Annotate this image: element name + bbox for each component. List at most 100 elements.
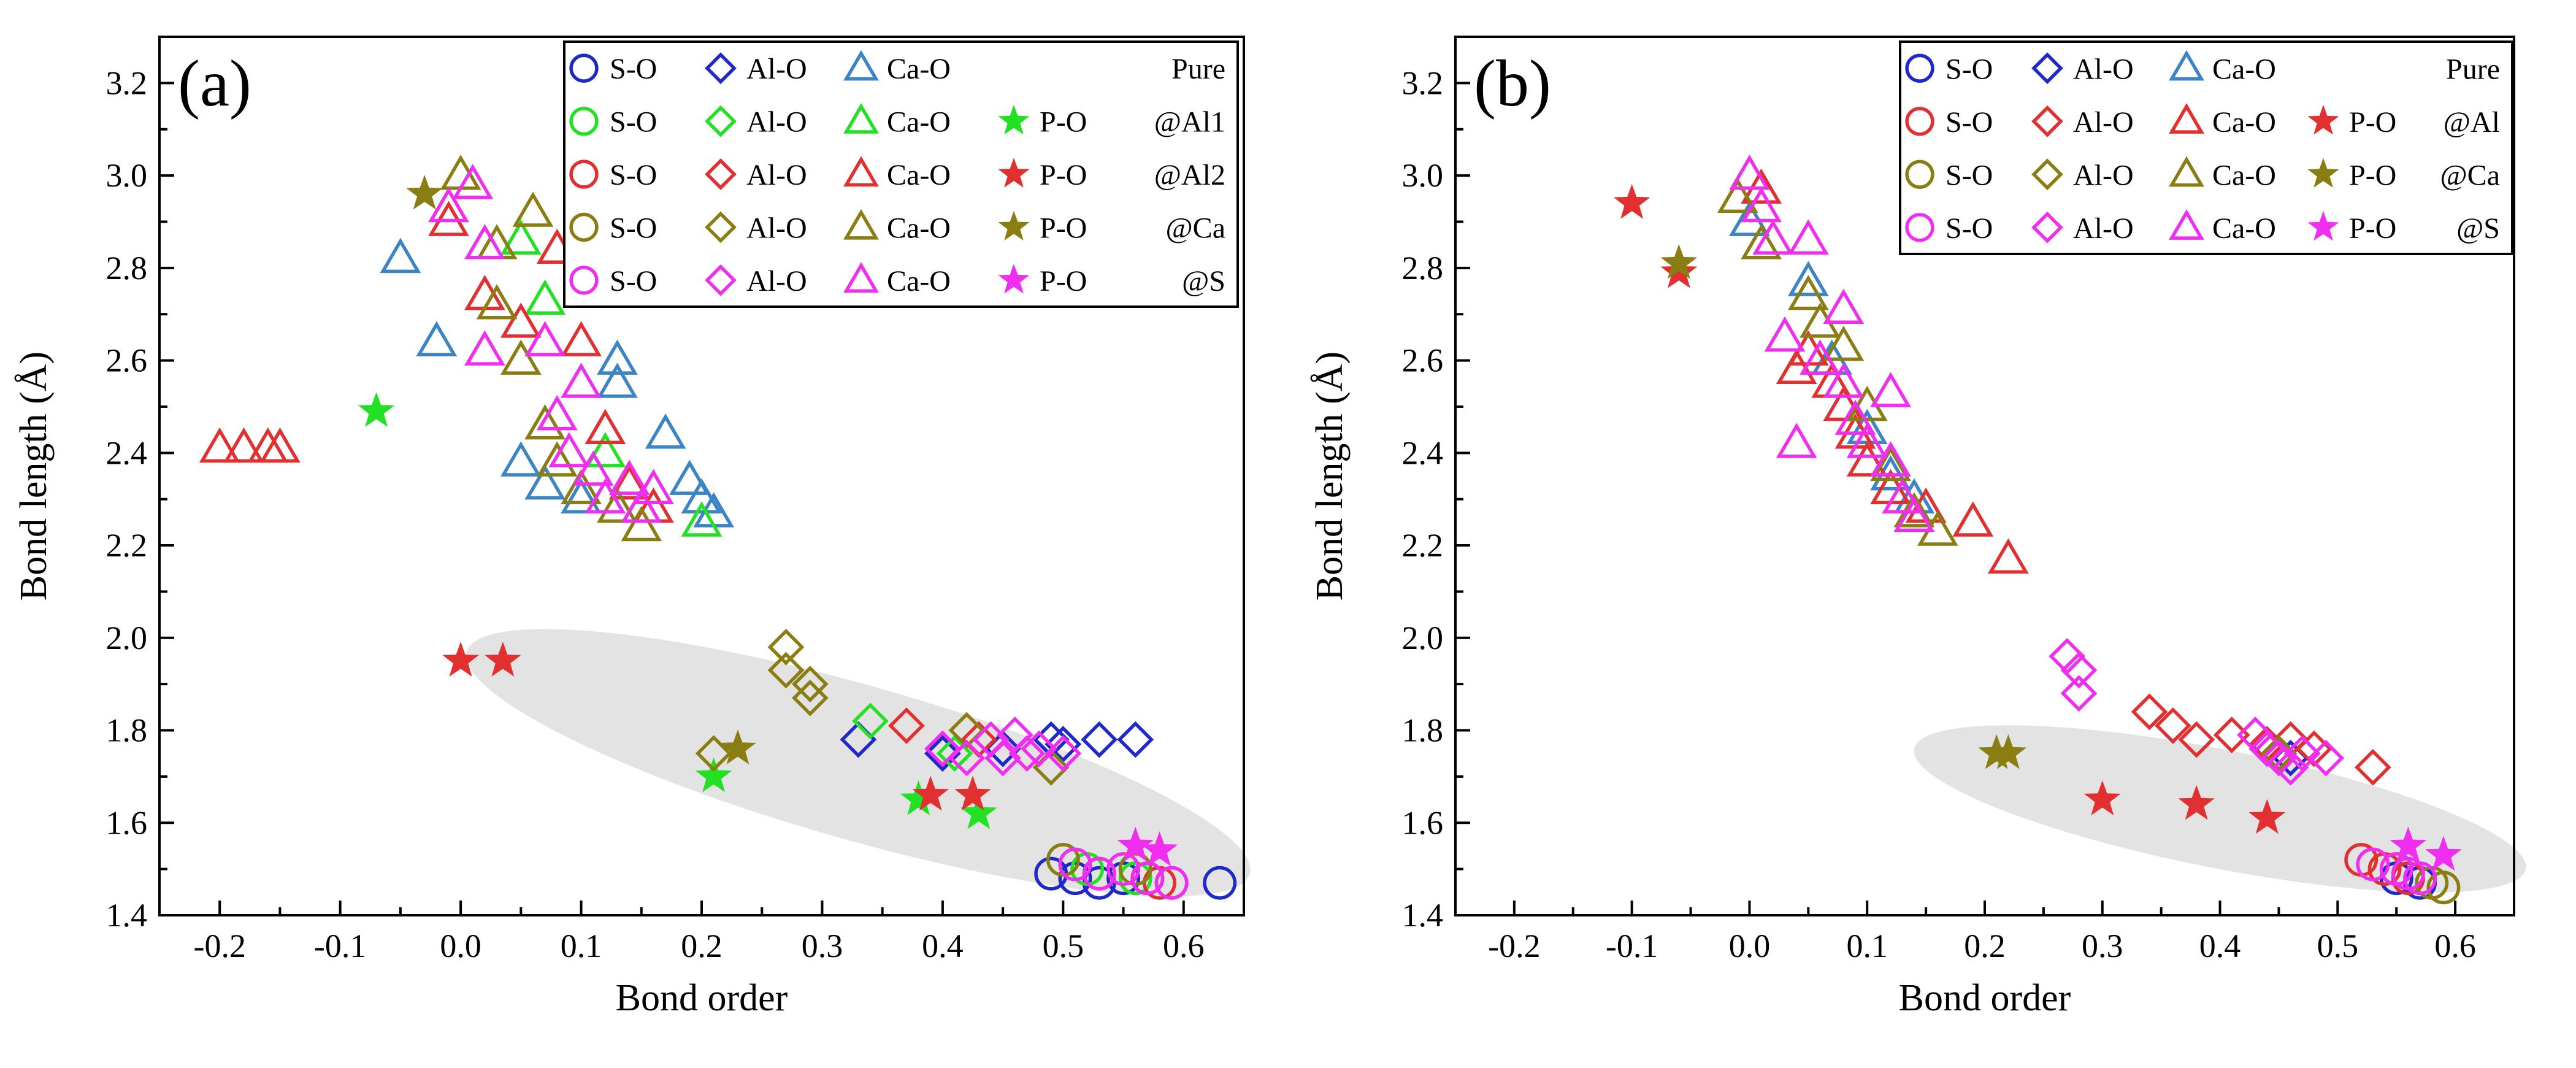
highlight-ellipse xyxy=(466,629,1251,897)
y-axis-title: Bond length (Å) xyxy=(13,352,55,601)
series-at-ca-al-o xyxy=(695,628,1070,786)
data-point xyxy=(524,321,566,356)
data-point xyxy=(548,432,590,467)
legend-row: S-O Al-O Ca-O P-O @Ca xyxy=(1905,156,2500,191)
data-point xyxy=(1717,177,1758,213)
data-point xyxy=(1081,721,1118,758)
legend-row: S-O Al-O Ca-O P-O @Ca xyxy=(569,209,1225,244)
data-point xyxy=(1045,726,1082,763)
data-point xyxy=(484,642,521,677)
data-point xyxy=(1823,325,1865,361)
data-point xyxy=(791,679,829,716)
legend-row-label: @Al1 xyxy=(1154,106,1225,139)
star-icon xyxy=(2307,210,2339,241)
legend-entry-label: Ca-O xyxy=(2212,53,2276,85)
data-point xyxy=(259,427,301,463)
legend-entry-label: S-O xyxy=(1945,159,1993,191)
legend-entry-label: S-O xyxy=(610,212,657,244)
data-point xyxy=(2083,780,2121,816)
data-point xyxy=(1613,183,1650,219)
legend-row: S-O Al-O Ca-O P-O @Al xyxy=(1905,103,2500,139)
y-tick-label: 3.0 xyxy=(1402,157,1444,194)
data-point xyxy=(633,469,674,504)
star-icon xyxy=(2307,104,2339,135)
x-tick-label: 0.6 xyxy=(2434,928,2476,964)
data-point xyxy=(1729,155,1770,190)
y-tick-label: 2.4 xyxy=(1402,434,1444,471)
legend-entry-label: P-O xyxy=(1040,159,1087,191)
data-point xyxy=(767,651,805,689)
series-at-s-ca-o xyxy=(1729,155,1935,532)
panel-label: (a) xyxy=(178,47,251,120)
triangle-icon xyxy=(2169,209,2204,240)
data-point xyxy=(1952,501,1994,537)
data-point xyxy=(1823,363,1865,398)
x-axis-title: Bond order xyxy=(1899,977,2071,1019)
data-point xyxy=(1846,423,1888,458)
data-point xyxy=(2060,675,2098,712)
y-tick-label: 1.4 xyxy=(106,897,148,934)
y-tick-label: 3.2 xyxy=(106,64,148,101)
legend-entry-label: P-O xyxy=(2349,106,2396,139)
data-point xyxy=(500,441,542,477)
y-axis-title: Bond length (Å) xyxy=(1309,352,1351,601)
legend-entry-label: P-O xyxy=(2349,159,2396,191)
data-point xyxy=(2248,799,2286,834)
legend-row: S-O Al-O Ca-O P-O @S xyxy=(569,262,1225,298)
data-point xyxy=(2154,707,2191,744)
series-at-s-p-o xyxy=(1117,826,1178,866)
legend-row-label: @Al xyxy=(2444,106,2500,139)
legend-entry-label: S-O xyxy=(610,159,657,191)
circle-icon xyxy=(1905,53,1934,83)
legend-row-label: Pure xyxy=(1171,53,1225,85)
data-point xyxy=(608,459,650,495)
diamond-icon xyxy=(2031,52,2063,85)
circle-icon xyxy=(569,159,599,189)
triangle-icon xyxy=(843,102,879,134)
panel-b: -0.2 -0.1 0.0 0.1 0.2 0.3 0.4 0.5 0.6 1.4 1.6 1.8 2.… xyxy=(1309,36,2526,1019)
triangle-icon xyxy=(2169,50,2204,81)
legend: S-O Al-O Ca-O Pure S-O Al-O Ca-O P-O @Al1 S-O Al-O… xyxy=(563,40,1239,308)
data-point xyxy=(1741,186,1782,223)
legend-entry-label: S-O xyxy=(610,265,657,298)
data-point xyxy=(1660,244,1698,279)
legend-entry-label: S-O xyxy=(610,106,657,139)
star-icon xyxy=(998,210,1030,241)
data-point xyxy=(1987,538,2029,574)
data-point xyxy=(536,394,578,431)
y-tick-label: 3.0 xyxy=(106,157,148,194)
legend-entry-label: Ca-O xyxy=(2212,212,2276,245)
data-point xyxy=(621,487,662,523)
data-point xyxy=(597,339,638,375)
data-point xyxy=(464,224,505,259)
y-tick-label: 2.2 xyxy=(106,527,148,564)
data-point xyxy=(2213,716,2250,753)
legend-row: S-O Al-O Ca-O Pure xyxy=(569,50,1225,85)
data-point xyxy=(1787,274,1829,310)
triangle-icon xyxy=(843,209,879,240)
data-point xyxy=(199,427,240,463)
data-point xyxy=(597,487,638,523)
y-tick-label: 2.2 xyxy=(1402,527,1444,564)
diamond-icon xyxy=(2031,158,2063,191)
data-point xyxy=(924,730,961,767)
legend-entry-label: Al-O xyxy=(746,212,807,244)
data-point xyxy=(597,363,638,398)
data-point xyxy=(1106,852,1141,886)
y-tick-label: 2.8 xyxy=(1402,250,1444,286)
series-at-s-p-o xyxy=(2390,826,2462,871)
star-icon xyxy=(998,264,1030,294)
circle-icon xyxy=(569,266,599,295)
data-point xyxy=(1058,861,1092,896)
series-at-ca-p-o xyxy=(1660,244,2027,769)
data-point xyxy=(406,174,443,210)
data-point xyxy=(1776,423,1817,458)
panel-label: (b) xyxy=(1474,47,1551,120)
legend-entry-label: Al-O xyxy=(746,106,807,139)
data-point xyxy=(1082,856,1116,891)
data-point xyxy=(1870,445,1911,482)
y-tick-label: 2.6 xyxy=(106,342,148,379)
data-point xyxy=(669,459,710,495)
data-point xyxy=(1008,735,1046,772)
data-point xyxy=(500,302,542,338)
